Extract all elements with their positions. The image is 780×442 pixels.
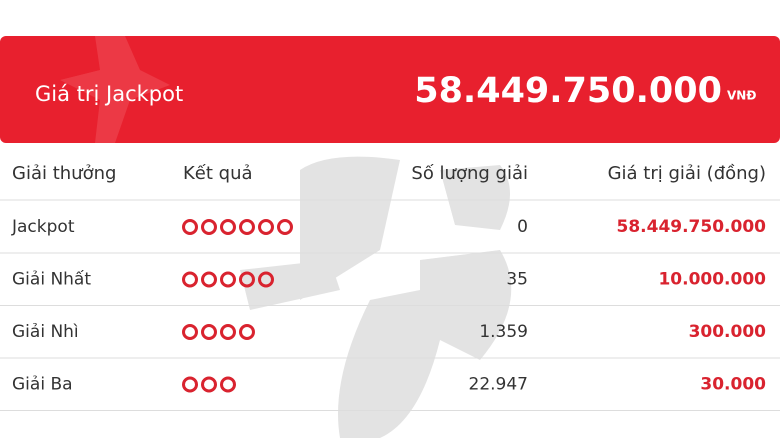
- match-circle: [220, 219, 236, 235]
- match-circle: [277, 219, 293, 235]
- match-circle: [239, 219, 255, 235]
- column-header: Giải thưởng: [12, 163, 116, 184]
- match-circle: [220, 271, 236, 288]
- match-circles: [182, 271, 274, 288]
- prize-value: 30.000: [700, 375, 766, 395]
- match-circles: [182, 219, 293, 235]
- match-circle: [201, 376, 217, 393]
- match-circle: [201, 219, 217, 235]
- match-circle: [239, 271, 255, 288]
- banner-watermark: [60, 36, 170, 143]
- jackpot-unit: VNĐ: [727, 89, 756, 103]
- prize-value: 10.000.000: [658, 270, 766, 290]
- match-circle: [201, 271, 217, 288]
- match-circle: [182, 324, 198, 340]
- prize-name: Giải Ba: [12, 375, 73, 395]
- prize-value: 58.449.750.000: [617, 217, 767, 237]
- match-circle: [182, 271, 198, 288]
- column-header: Giá trị giải (đồng): [608, 163, 766, 184]
- column-header: Số lượng giải: [411, 163, 528, 184]
- winner-count: 1.359: [479, 322, 528, 342]
- match-circle: [220, 376, 236, 393]
- winner-count: 35: [506, 270, 528, 290]
- jackpot-banner: [0, 36, 780, 143]
- jackpot-amount: 58.449.750.000: [414, 71, 722, 111]
- jackpot-title: Giá trị Jackpot: [35, 82, 183, 106]
- match-circle: [182, 219, 198, 235]
- winner-count: 0: [517, 217, 528, 237]
- prize-name: Giải Nhất: [12, 269, 91, 290]
- prize-value: 300.000: [689, 322, 767, 342]
- match-circles: [182, 376, 236, 393]
- prize-name: Jackpot: [11, 217, 75, 237]
- match-circle: [258, 271, 274, 288]
- match-circle: [182, 376, 198, 393]
- match-circle: [220, 324, 236, 340]
- column-header: Kết quả: [183, 163, 253, 184]
- match-circles: [182, 324, 255, 340]
- star-watermark: [240, 156, 512, 438]
- prize-name: Giải Nhì: [12, 322, 79, 342]
- results-table: Giải thưởng Kết quả Số lượng giải Giá trị g…: [0, 163, 780, 411]
- match-circle: [201, 324, 217, 340]
- match-circle: [239, 324, 255, 340]
- winner-count: 22.947: [469, 375, 528, 395]
- match-circle: [258, 219, 274, 235]
